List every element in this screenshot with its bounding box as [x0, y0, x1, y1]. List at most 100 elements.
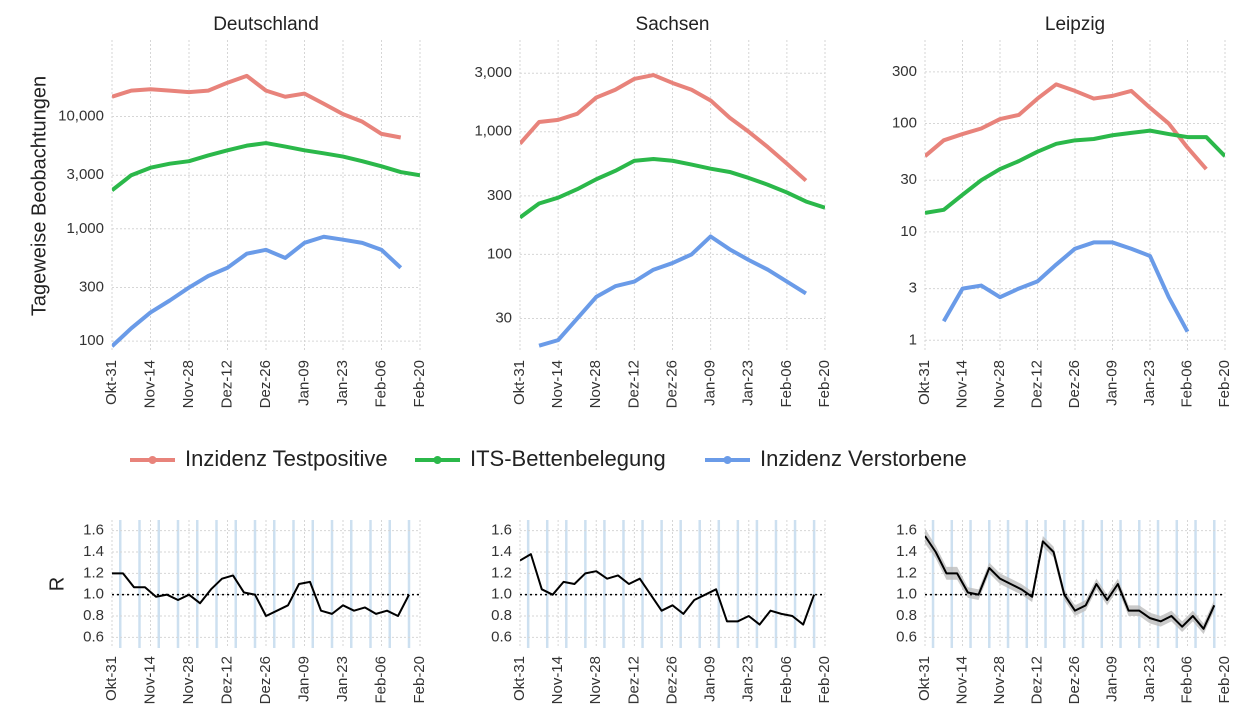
y-axis-label: Tageweise Beobachtungen: [28, 76, 50, 316]
panel: 30 100 300 1,000 3,000 Okt-31 Nov-14 Nov-28 Dez-…: [474, 14, 833, 408]
panel-title: Sachsen: [636, 14, 710, 35]
x-tick-label: Nov-28: [991, 656, 1008, 704]
series-line: [925, 128, 1225, 215]
x-tick-label: Okt-31: [511, 656, 528, 701]
panel-title: Leipzig: [1045, 14, 1105, 35]
x-tick-label: Okt-31: [103, 360, 120, 405]
y-tick-label: 3: [909, 280, 917, 297]
panel: 1 3 10 30 100 300 Okt-31 Nov-14 Nov-28 Dez-12 Dez-…: [892, 14, 1233, 408]
series-line: [112, 572, 410, 617]
x-tick-label: Nov-14: [141, 360, 158, 408]
y-tick-label: 1.4: [896, 543, 917, 560]
x-tick-label: Okt-31: [511, 360, 528, 405]
y-tick-label: 300: [79, 279, 104, 296]
y-tick-label: 300: [892, 63, 917, 80]
y-tick-label: 1.4: [491, 543, 512, 560]
y-tick-label: 100: [892, 115, 917, 132]
y-tick-label: 30: [495, 309, 512, 326]
x-tick-label: Dez-12: [1028, 656, 1045, 704]
y-tick-label: 1: [909, 331, 917, 348]
y-tick-label: 1.0: [83, 586, 104, 603]
y-tick-label: 0.6: [896, 628, 917, 645]
x-tick-label: Jan-23: [1141, 360, 1158, 406]
x-tick-label: Jan-23: [1141, 656, 1158, 702]
series-line: [520, 156, 825, 220]
y-tick-label: 1.6: [896, 522, 917, 539]
x-tick-label: Nov-28: [587, 360, 604, 408]
y-tick-label: 3,000: [66, 166, 104, 183]
x-tick-label: Feb-20: [1216, 656, 1233, 704]
y-tick-label: 1.6: [83, 522, 104, 539]
x-tick-label: Nov-14: [141, 656, 158, 704]
x-tick-label: Dez-12: [218, 360, 235, 408]
legend-label: Inzidenz Testpositive: [185, 446, 388, 471]
x-tick-label: Feb-06: [372, 360, 389, 408]
y-tick-label: 1.2: [491, 564, 512, 581]
series-line: [520, 553, 816, 626]
x-tick-label: Feb-20: [816, 656, 833, 704]
y-tick-label: 10,000: [58, 107, 104, 124]
x-tick-label: Jan-09: [1103, 360, 1120, 406]
panel: 0.6 0.8 1.0 1.2 1.4 1.6 Okt-31 Nov-14 Nov-28 Dez-…: [896, 520, 1233, 704]
panel: 100 300 1,000 3,000 10,000 Okt-31 Nov-14 Nov-28…: [28, 14, 428, 408]
y-tick-label: 0.8: [491, 607, 512, 624]
x-tick-label: Jan-23: [740, 360, 757, 406]
y-tick-label: 1.2: [896, 564, 917, 581]
series-line: [112, 141, 420, 192]
legend-key-dot: [723, 456, 732, 464]
series-line: [925, 535, 1216, 630]
x-tick-label: Dez-26: [257, 656, 274, 704]
y-tick-label: 100: [79, 332, 104, 349]
x-tick-label: Feb-20: [1216, 360, 1233, 408]
y-tick-label: 1.4: [83, 543, 104, 560]
panel-title: Deutschland: [213, 14, 319, 35]
x-tick-label: Nov-28: [587, 656, 604, 704]
x-tick-label: Feb-20: [411, 360, 428, 408]
series-line: [925, 82, 1208, 171]
x-tick-label: Feb-20: [816, 360, 833, 408]
y-tick-label: 300: [487, 187, 512, 204]
y-tick-label: 0.6: [491, 628, 512, 645]
series-line: [112, 234, 403, 348]
x-tick-label: Nov-14: [953, 656, 970, 704]
x-tick-label: Feb-20: [411, 656, 428, 704]
x-tick-label: Jan-23: [334, 656, 351, 702]
x-tick-label: Feb-06: [778, 656, 795, 704]
x-tick-label: Nov-14: [549, 656, 566, 704]
x-tick-label: Jan-09: [295, 656, 312, 702]
legend-key-dot: [148, 456, 157, 464]
legend-key-dot: [433, 456, 442, 464]
y-tick-label: 100: [487, 245, 512, 262]
series-line: [942, 240, 1190, 333]
y-tick-label: 10: [900, 223, 917, 240]
y-tick-label: 3,000: [474, 64, 512, 81]
y-tick-label: 1.0: [491, 586, 512, 603]
series-line: [520, 73, 808, 183]
y-tick-label: 1.6: [491, 522, 512, 539]
x-tick-label: Feb-06: [372, 656, 389, 704]
x-tick-label: Dez-12: [218, 656, 235, 704]
x-tick-label: Nov-28: [180, 360, 197, 408]
x-tick-label: Dez-26: [1066, 360, 1083, 408]
series-line: [112, 73, 402, 140]
series-line: [538, 234, 807, 348]
x-tick-label: Feb-06: [778, 360, 795, 408]
y-tick-label: 0.8: [896, 607, 917, 624]
y-tick-label: 0.8: [83, 607, 104, 624]
y-tick-label: 1.2: [83, 564, 104, 581]
y-tick-label: 30: [900, 171, 917, 188]
confidence-band: [925, 528, 1215, 635]
x-tick-label: Okt-31: [103, 656, 120, 701]
x-tick-label: Nov-14: [953, 360, 970, 408]
y-tick-label: 1,000: [66, 220, 104, 237]
x-tick-label: Dez-26: [663, 360, 680, 408]
x-tick-label: Jan-09: [702, 656, 719, 702]
x-tick-label: Jan-09: [702, 360, 719, 406]
y-tick-label: 1.0: [896, 586, 917, 603]
x-tick-label: Okt-31: [916, 656, 933, 701]
x-tick-label: Dez-26: [663, 656, 680, 704]
panel: 0.6 0.8 1.0 1.2 1.4 1.6 Okt-31 Nov-14 Nov-28 Dez-…: [46, 520, 428, 704]
x-tick-label: Nov-28: [180, 656, 197, 704]
